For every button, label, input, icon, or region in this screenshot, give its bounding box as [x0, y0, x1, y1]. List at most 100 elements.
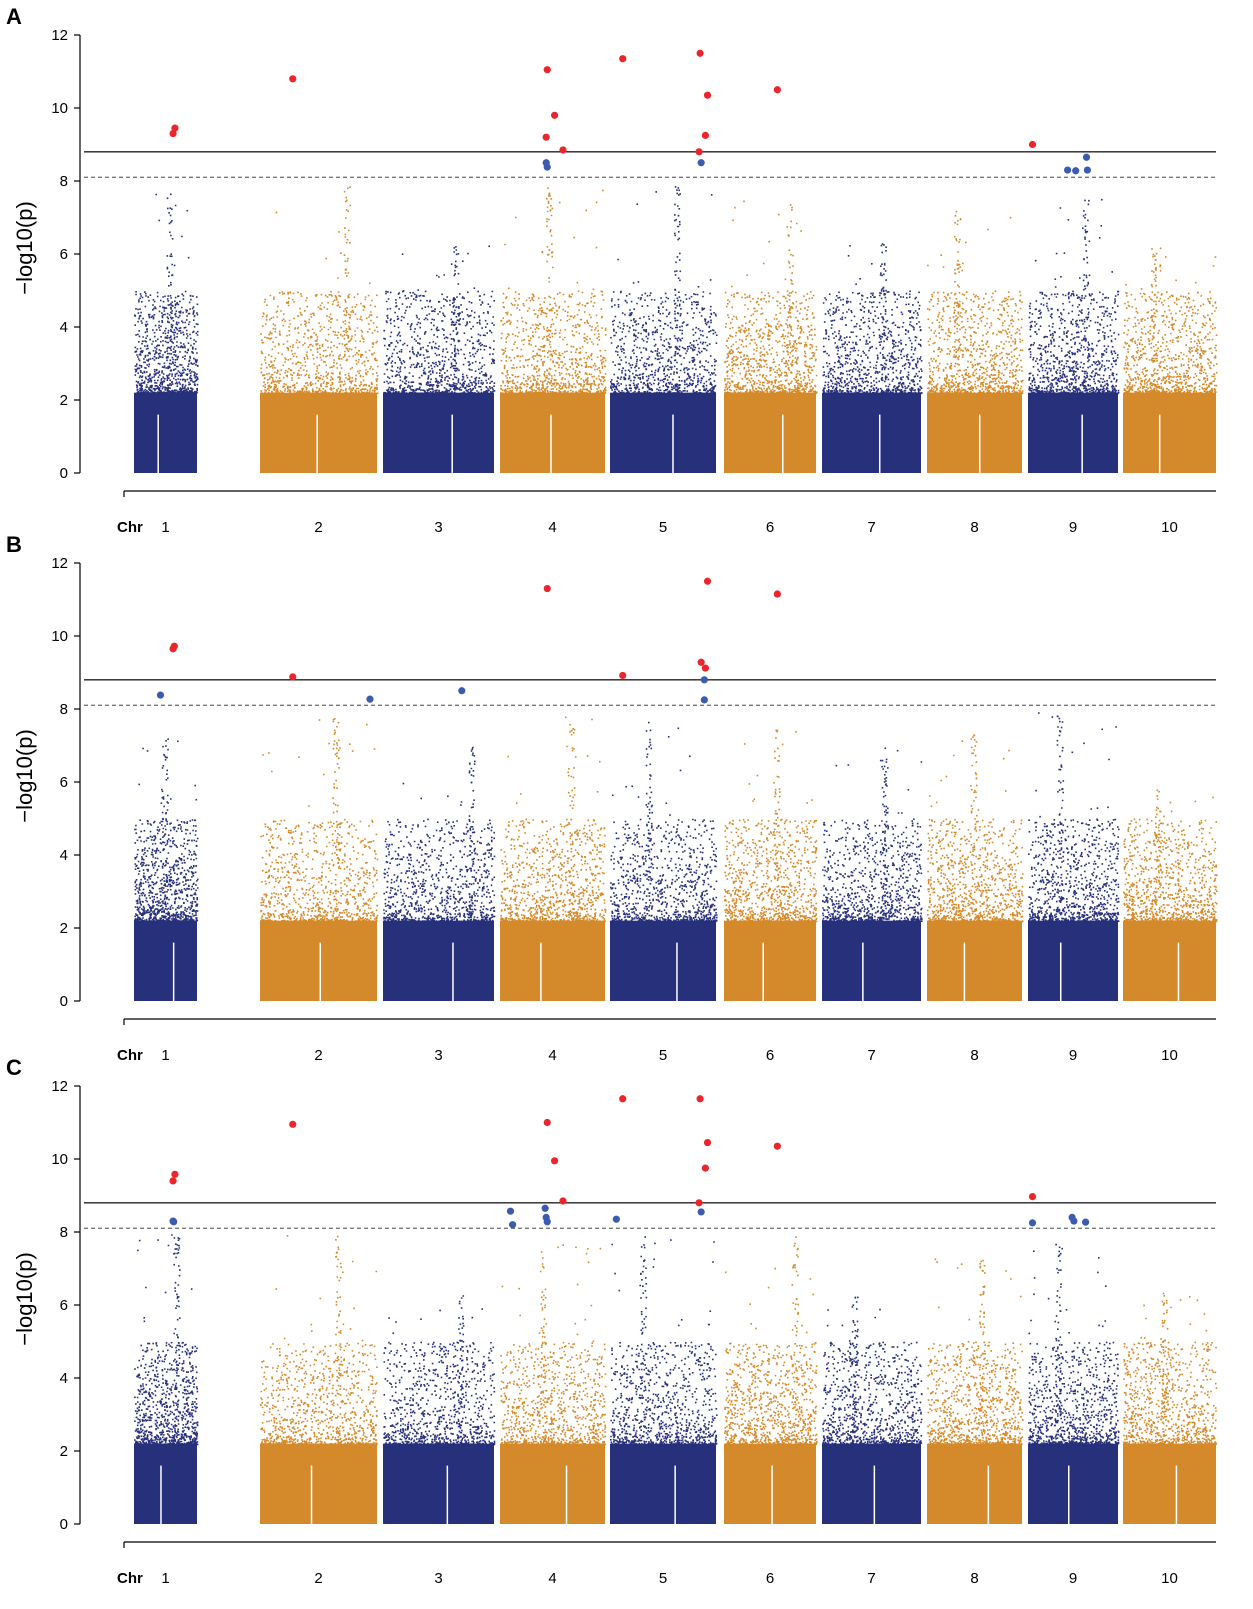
chromosome-label: 7 [867, 1570, 875, 1587]
chr-9-points [1028, 1243, 1120, 1446]
red-point [773, 1142, 781, 1150]
red-point [543, 1118, 551, 1127]
chr-gap [452, 942, 454, 1001]
y-tick-label: 4 [60, 847, 68, 864]
chr-8-dense-mass [927, 920, 1022, 1001]
chromosome-label: 6 [766, 1570, 774, 1587]
blue-point [1028, 1219, 1037, 1227]
chr-8-points [927, 1258, 1024, 1446]
chromosome-label: 8 [970, 1047, 978, 1064]
chr-10-points [1123, 789, 1218, 923]
y-axis-title-text: −log10(p) [12, 1252, 37, 1346]
panel-letter: B [6, 532, 22, 557]
chromosome-label: 10 [1161, 519, 1178, 536]
blue-point [700, 676, 708, 684]
chr-gap [1158, 414, 1161, 473]
red-point [559, 146, 567, 154]
chr-7-points [822, 1296, 923, 1446]
chromosome-label: 7 [867, 1047, 875, 1064]
chromosome-label: 1 [161, 1570, 169, 1587]
chromosome-label: 4 [548, 1570, 556, 1587]
chr-6-points [724, 729, 818, 923]
chr-gap [451, 414, 453, 473]
y-axis-title: −log10(p) [12, 201, 37, 295]
chromosome-label: 1 [161, 519, 169, 536]
chr-7-dense-mass [822, 1443, 921, 1524]
chr-6-dense-mass [724, 1443, 816, 1524]
chr-gap [676, 942, 678, 1001]
blue-point [1082, 1218, 1090, 1226]
chr-4-dense-mass [500, 920, 605, 1001]
red-point [171, 124, 179, 132]
background-points [134, 1234, 1218, 1524]
chromosome-label: 2 [314, 519, 322, 536]
chromosome-label: 5 [659, 1047, 667, 1064]
red-point [701, 1164, 710, 1172]
chromosome-label: 6 [766, 1047, 774, 1064]
y-tick-label: 8 [60, 1224, 68, 1241]
chr-6-dense-mass [724, 392, 816, 473]
red-point [697, 658, 705, 666]
blue-point [543, 1218, 551, 1226]
chr-3-dense-mass [383, 920, 494, 1001]
chromosome-label: 3 [434, 1570, 442, 1587]
chr-6-points [724, 200, 818, 395]
chr-3-points [383, 245, 496, 395]
chr-1-points [134, 1234, 199, 1446]
y-tick-label: 2 [60, 1443, 68, 1460]
panel-letter: C [6, 1055, 22, 1080]
chr-9-dense-mass [1028, 920, 1118, 1001]
chr-7-dense-mass [822, 920, 921, 1001]
blue-point [1064, 166, 1072, 174]
red-point [559, 1197, 567, 1205]
chr-gap [782, 414, 784, 473]
chr-5-points [610, 186, 718, 395]
red-point [542, 133, 550, 141]
red-point [701, 664, 710, 672]
chr-1-dense-mass [134, 920, 197, 1001]
red-point [171, 1170, 179, 1178]
chr-4-points [500, 716, 607, 923]
chr-gap [771, 1465, 773, 1524]
chromosome-label: 2 [314, 1570, 322, 1587]
chr-2-dense-mass [260, 920, 377, 1001]
y-tick-label: 6 [60, 246, 68, 263]
red-point [703, 91, 712, 99]
chr-3-dense-mass [383, 392, 494, 473]
red-point [1028, 140, 1037, 149]
red-point [543, 584, 551, 593]
chromosome-label: 9 [1069, 1570, 1077, 1587]
x-axis-title: Chr [117, 519, 143, 536]
chromosome-label: 6 [766, 519, 774, 536]
red-point [551, 111, 559, 119]
background-points [134, 712, 1218, 1001]
y-tick-label: 12 [51, 555, 68, 572]
chr-10-points [1123, 247, 1218, 395]
chr-4-points [500, 1244, 607, 1446]
red-point [619, 671, 627, 680]
chr-9-points [1028, 712, 1120, 923]
y-tick-label: 4 [60, 319, 68, 336]
red-point [696, 1095, 704, 1103]
y-tick-label: 4 [60, 1370, 68, 1387]
chr-gap [862, 942, 864, 1001]
blue-point [612, 1215, 620, 1223]
chr-gap [310, 1465, 313, 1524]
chr-gap [873, 1465, 876, 1524]
chr-10-dense-mass [1123, 1443, 1216, 1524]
chr-2-points [260, 1235, 378, 1446]
chromosome-label: 10 [1161, 1047, 1178, 1064]
y-tick-label: 10 [51, 1151, 68, 1168]
chromosome-label: 9 [1069, 519, 1077, 536]
chr-gap [963, 942, 966, 1001]
y-tick-label: 0 [60, 1516, 68, 1533]
chr-1-dense-mass [134, 1443, 197, 1524]
chr-5-points [610, 721, 718, 923]
chr-gap [1177, 942, 1180, 1001]
red-point [1028, 1192, 1037, 1201]
red-point [289, 75, 297, 83]
chr-5-dense-mass [610, 920, 716, 1001]
